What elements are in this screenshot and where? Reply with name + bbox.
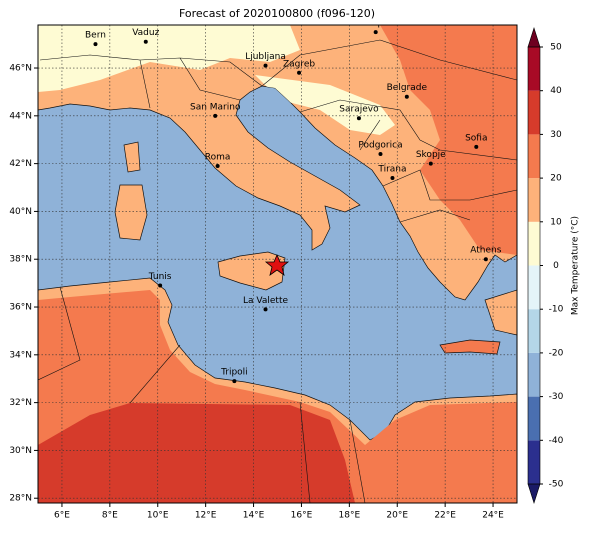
- city-dot: [93, 42, 98, 47]
- city-label: Sofia: [465, 133, 487, 143]
- colorbar-bin: [528, 352, 540, 397]
- colorbar-tick-label: -10: [549, 305, 564, 315]
- city-label: Roma: [205, 153, 231, 163]
- y-tick-label: 40°N: [9, 207, 32, 217]
- y-tick-label: 46°N: [9, 64, 32, 74]
- colorbar-bin: [528, 221, 540, 266]
- y-tick-label: 38°N: [9, 255, 32, 265]
- city-dot: [158, 283, 163, 288]
- chart-title: Forecast of 2020100800 (f096-120): [179, 7, 375, 20]
- city-label: Ljubljana: [245, 52, 286, 62]
- city-label: Sarajevo: [339, 105, 379, 115]
- colorbar-bin: [528, 178, 540, 222]
- city-label: Athens: [470, 246, 501, 256]
- x-tick-label: 14°E: [243, 511, 265, 521]
- y-tick-label: 44°N: [9, 111, 32, 121]
- city-dot: [378, 152, 383, 157]
- city-dot: [404, 94, 409, 99]
- x-tick-label: 8°E: [102, 511, 118, 521]
- colorbar-tick-label: -30: [549, 392, 564, 402]
- city-label: Zagreb: [283, 59, 315, 69]
- y-tick-label: 30°N: [9, 446, 32, 456]
- colorbar-tick-label: 40: [550, 86, 562, 96]
- colorbar-label: Max Temperature (°C): [571, 216, 581, 315]
- colorbar: -50 -40 -30 -20 -10 0 10 20 30 40 50 Max Temperatur…: [527, 27, 581, 504]
- x-tick-label: 16°E: [291, 511, 313, 521]
- x-tick-label: 6°E: [54, 511, 70, 521]
- y-tick-label: 36°N: [9, 303, 32, 313]
- colorbar-bin: [528, 90, 540, 135]
- city-label: Vaduz: [132, 28, 159, 38]
- x-tick-label: 18°E: [339, 511, 361, 521]
- city-dot: [428, 161, 433, 166]
- city-label: Belgrade: [387, 83, 428, 93]
- star-marker: [264, 253, 290, 276]
- colorbar-tick-label: 10: [550, 217, 562, 227]
- colorbar-tick-label: 50: [550, 43, 562, 53]
- city-dot: [483, 257, 488, 262]
- colorbar-tick-label: 20: [550, 174, 562, 184]
- colorbar-tick-label: 0: [553, 261, 559, 271]
- city-dot: [215, 164, 220, 169]
- city-label: Bern: [85, 31, 106, 41]
- colorbar-extend-low: [527, 483, 541, 504]
- x-tick-label: 10°E: [147, 511, 169, 521]
- colorbar-tick-label: 30: [550, 130, 562, 140]
- city-label: Podgorica: [358, 141, 402, 151]
- colorbar-tick-label: -20: [549, 348, 564, 358]
- colorbar-bin: [528, 309, 540, 353]
- city-dot: [263, 307, 268, 312]
- y-tick-label: 32°N: [9, 398, 32, 408]
- city-dot: [297, 70, 302, 75]
- y-tick-label: 42°N: [9, 159, 32, 169]
- city-dot: [263, 63, 268, 68]
- colorbar-bin: [528, 396, 540, 441]
- city-label: Tunis: [148, 272, 172, 282]
- borders: [39, 39, 517, 223]
- city-label: Tirana: [377, 164, 406, 174]
- x-tick-label: 22°E: [434, 511, 456, 521]
- colorbar-bin: [528, 265, 540, 310]
- city-label: Budapest: [354, 19, 397, 29]
- colorbar-extend-high: [527, 27, 541, 48]
- x-tick-label: 24°E: [482, 511, 504, 521]
- axes: 6°E 8°E 10°E 12°E 14°E 16°E 18°E 20°E 22°E 24°E 28…: [9, 64, 504, 521]
- frame: [37, 24, 518, 504]
- city-dot: [143, 39, 148, 44]
- colorbar-bin: [528, 440, 540, 484]
- colorbar-tick-label: -50: [549, 480, 564, 490]
- city-dot: [213, 113, 218, 118]
- city-dot: [232, 379, 237, 384]
- x-tick-label: 20°E: [386, 511, 408, 521]
- colorbar-bin: [528, 134, 540, 179]
- city-dot: [356, 116, 361, 121]
- x-tick-label: 12°E: [195, 511, 217, 521]
- city-dot: [373, 30, 378, 35]
- city-dot: [474, 144, 479, 149]
- y-tick-label: 34°N: [9, 350, 32, 360]
- city-dot: [390, 175, 395, 180]
- city-label: Skopje: [416, 150, 446, 160]
- city-label: Tripoli: [220, 368, 248, 378]
- city-label: San Marino: [190, 102, 241, 112]
- y-tick-label: 28°N: [9, 494, 32, 504]
- city-label: La Valette: [243, 296, 288, 306]
- colorbar-bin: [528, 47, 540, 91]
- colorbar-tick-label: -40: [549, 436, 564, 446]
